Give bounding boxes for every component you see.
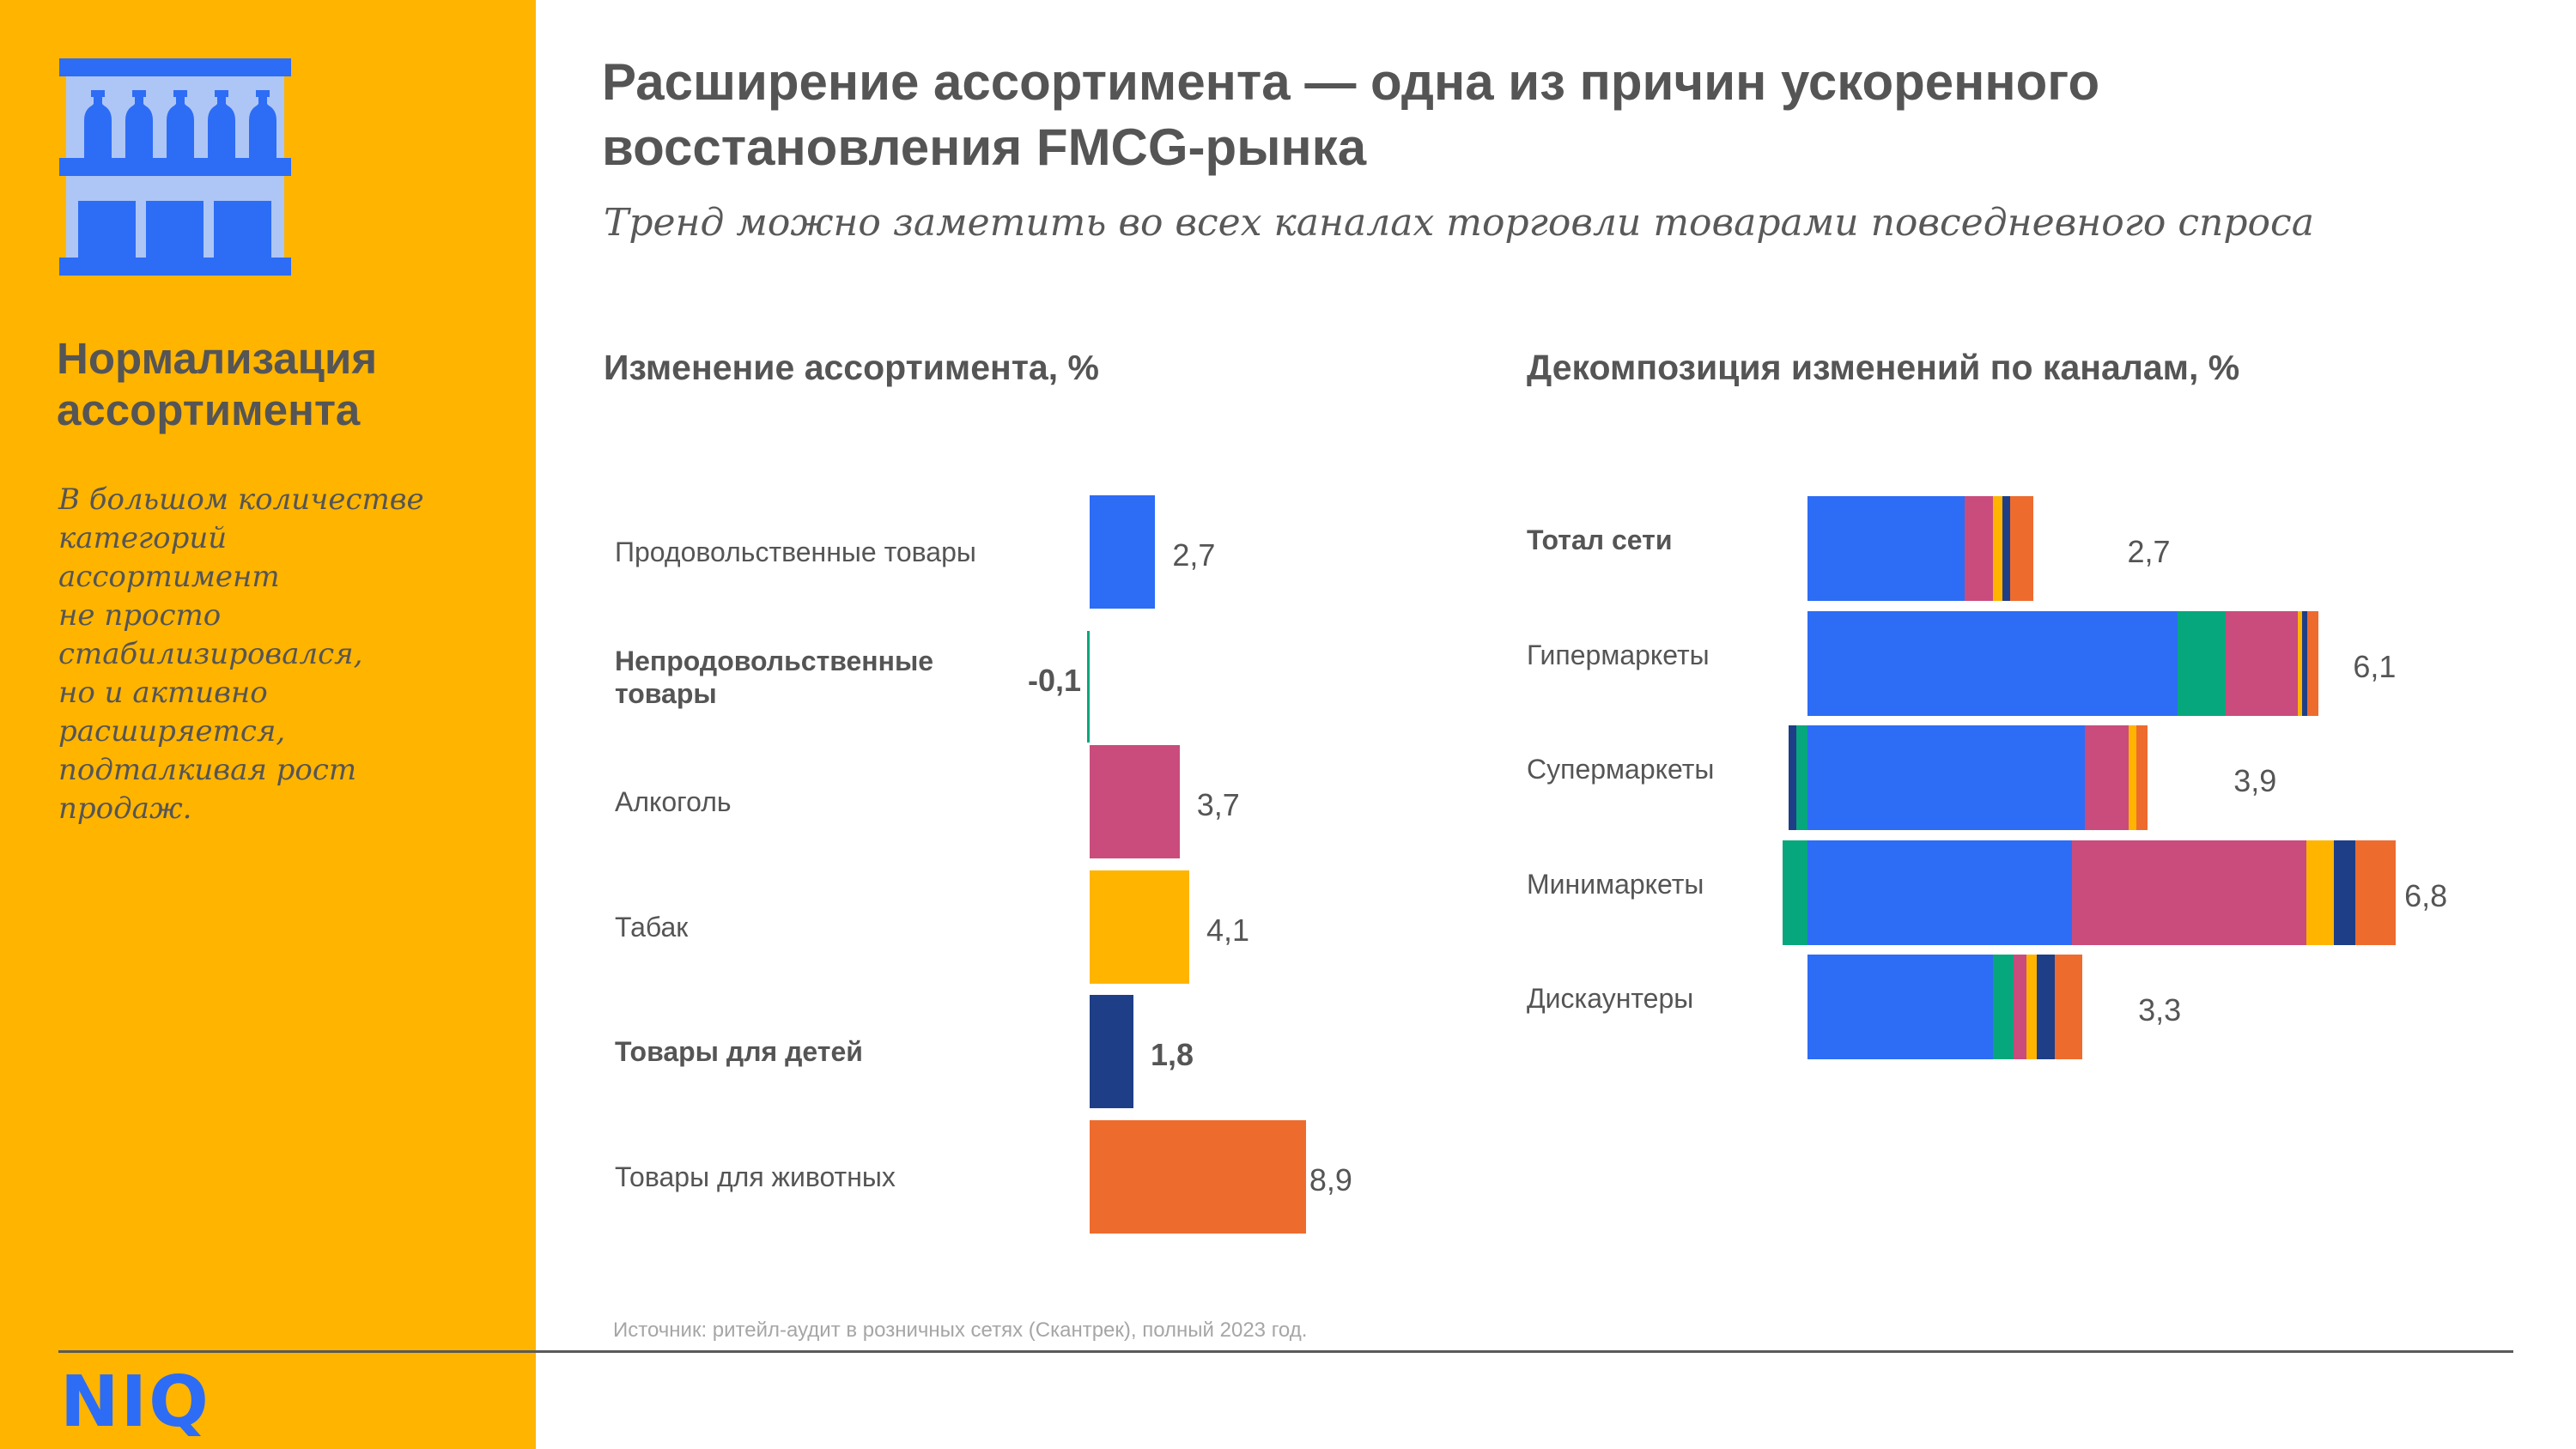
stack-segment <box>1796 725 1807 830</box>
sidebar-panel: Нормализация ассортимента В большом коли… <box>0 0 536 1449</box>
category-bar <box>1090 995 1133 1108</box>
page-subtitle: Тренд можно заметить во всех каналах тор… <box>604 201 2314 245</box>
shelf-with-bottles-icon <box>59 58 291 276</box>
channel-label: Гипермаркеты <box>1527 639 1710 670</box>
niq-logo: NIQ <box>60 1361 210 1443</box>
category-label: Непродовольственные товары <box>615 645 934 709</box>
stack-segment <box>2306 840 2334 945</box>
footer-divider <box>58 1350 2513 1353</box>
stack-segment <box>1782 840 1807 945</box>
category-label: Табак <box>615 911 689 943</box>
stack-segment <box>1964 496 1993 601</box>
channel-label: Тотал сети <box>1527 524 1673 555</box>
left-chart-title: Изменение ассортимента, % <box>604 348 1099 387</box>
right-chart-title: Декомпозиция изменений по каналам, % <box>1527 348 2240 387</box>
stack-segment <box>2306 610 2319 716</box>
category-bar <box>1087 630 1090 743</box>
stack-segment <box>1807 496 1965 601</box>
value-label: 3,7 <box>1196 787 1240 822</box>
stack-segment <box>1807 840 2073 945</box>
total-value-label: 3,9 <box>2233 763 2277 798</box>
stack-segment <box>2054 955 2083 1059</box>
stack-segment <box>1807 955 1993 1059</box>
stack-segment <box>2333 840 2356 945</box>
total-value-label: 2,7 <box>2127 534 2171 569</box>
stack-segment <box>1992 955 2014 1059</box>
value-label: 8,9 <box>1309 1161 1352 1197</box>
channel-label: Минимаркеты <box>1527 868 1704 900</box>
stack-segment <box>2136 725 2148 830</box>
stack-segment <box>1807 610 2178 716</box>
stack-segment <box>2014 955 2026 1059</box>
category-bar <box>1090 745 1180 858</box>
value-label: 2,7 <box>1172 537 1216 573</box>
stack-segment <box>1788 725 1797 830</box>
stack-segment <box>2072 840 2306 945</box>
stack-segment <box>2026 955 2038 1059</box>
stack-segment <box>2178 610 2227 716</box>
category-label: Товары для детей <box>615 1036 863 1067</box>
category-bar <box>1090 870 1190 984</box>
total-value-label: 6,8 <box>2404 877 2448 913</box>
stack-segment <box>2301 610 2307 716</box>
stack-segment <box>1992 496 2003 601</box>
total-value-label: 6,1 <box>2353 648 2397 684</box>
stack-segment <box>2128 725 2136 830</box>
stack-segment <box>2037 955 2055 1059</box>
stack-segment <box>2085 725 2129 830</box>
total-value-label: 3,3 <box>2138 992 2182 1028</box>
section-description: В большом количестве категорий ассортиме… <box>58 482 424 826</box>
category-bar <box>1090 1119 1306 1234</box>
page-title: Расширение ассортимента — одна из причин… <box>602 53 2100 176</box>
value-label: 1,8 <box>1150 1037 1194 1072</box>
category-label: Товары для животных <box>615 1161 896 1192</box>
stack-segment <box>2297 610 2302 716</box>
source-note: Источник: ритейл-аудит в розничных сетях… <box>613 1319 1308 1342</box>
category-bar <box>1090 495 1156 609</box>
section-title: Нормализация ассортимента <box>57 334 378 434</box>
stack-segment <box>2226 610 2298 716</box>
stack-segment <box>2010 496 2033 601</box>
value-label: -0,1 <box>1028 662 1082 698</box>
channel-label: Супермаркеты <box>1527 754 1715 785</box>
category-label: Продовольственные товары <box>615 537 976 567</box>
value-label: 4,1 <box>1206 912 1250 948</box>
category-label: Алкоголь <box>615 786 732 817</box>
stack-segment <box>2002 496 2011 601</box>
stack-segment <box>1807 725 2086 830</box>
stack-segment <box>2355 840 2397 945</box>
channel-label: Дискаунтеры <box>1527 983 1694 1014</box>
